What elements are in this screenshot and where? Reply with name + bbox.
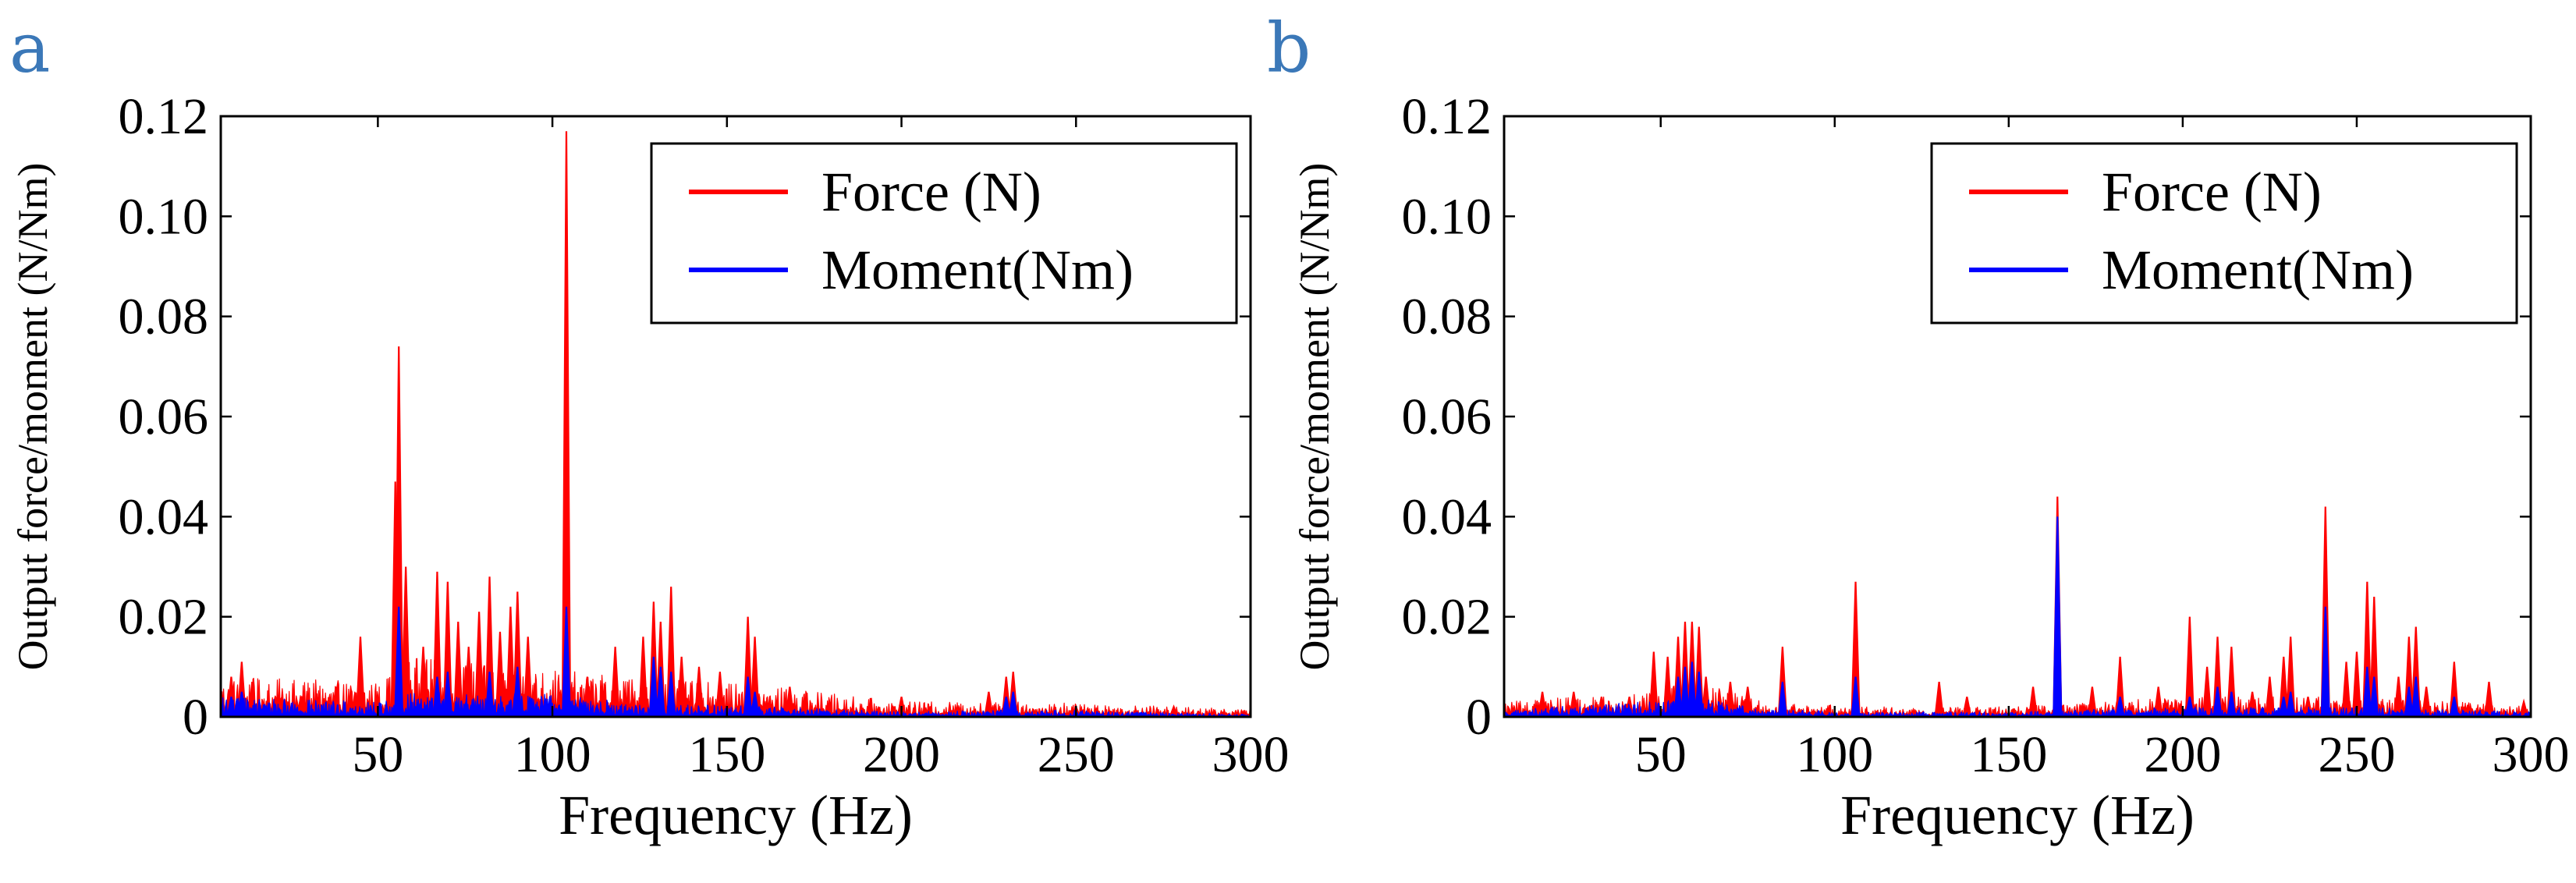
y-tick-label: 0.10 — [1402, 188, 1492, 245]
x-tick-label: 300 — [1212, 726, 1290, 783]
force-peak — [2202, 666, 2212, 718]
legend: Force (N) Moment(Nm) — [1930, 142, 2518, 324]
x-axis-title: Frequency (Hz) — [559, 784, 913, 846]
y-tick-label: 0.10 — [119, 188, 209, 245]
legend-box — [650, 142, 1238, 324]
y-tick-label: 0.04 — [1402, 488, 1492, 545]
y-tick-label: 0.06 — [119, 388, 209, 445]
force-peak — [355, 637, 366, 718]
x-tick-label: 150 — [688, 726, 765, 783]
force-peak — [1934, 681, 1944, 718]
legend-label-moment: Moment(Nm) — [821, 239, 1134, 301]
legend-label-moment: Moment(Nm) — [2102, 239, 2414, 301]
x-tick-label: 200 — [863, 726, 940, 783]
force-peak — [676, 656, 687, 718]
x-axis-title: Frequency (Hz) — [1840, 784, 2195, 846]
chart-panel-a: a 0 0.02 0.04 0.06 0.08 0.10 0.12 50 100 150 200 250… — [9, 8, 1290, 846]
x-tick-label: 50 — [1635, 726, 1687, 783]
force-peak — [610, 647, 620, 718]
panel-label: b — [1267, 8, 1311, 88]
series-moment-trace — [220, 692, 1251, 718]
x-tick-label: 100 — [514, 726, 591, 783]
force-peak — [474, 612, 484, 718]
y-axis-title: Output force/moment (N/Nm) — [1291, 163, 1338, 671]
y-tick-label: 0.08 — [1402, 289, 1492, 346]
legend: Force (N) Moment(Nm) — [650, 142, 1238, 324]
force-peak — [638, 637, 648, 718]
x-tick-label: 50 — [352, 726, 403, 783]
panel-label: a — [9, 8, 50, 88]
force-peak — [2484, 681, 2494, 718]
y-tick-label: 0.04 — [119, 488, 209, 545]
y-tick-label: 0 — [1466, 689, 1492, 746]
x-tick-label: 100 — [1796, 726, 1873, 783]
x-tick-label: 250 — [2318, 726, 2395, 783]
chart-panel-b: b 0 0.02 0.04 0.06 0.08 0.10 0.12 50 100 150 200 250… — [1267, 8, 2570, 846]
y-tick-label: 0.12 — [119, 88, 209, 145]
y-tick-label: 0 — [183, 689, 208, 746]
x-tick-label: 200 — [2144, 726, 2221, 783]
force-peak — [401, 566, 411, 718]
x-tick-label: 300 — [2493, 726, 2570, 783]
x-tick-label: 150 — [1970, 726, 2047, 783]
legend-box — [1930, 142, 2518, 324]
y-tick-label: 0.12 — [1402, 88, 1492, 145]
y-tick-label: 0.02 — [1402, 589, 1492, 646]
moment-peak — [2053, 516, 2063, 718]
y-tick-label: 0.02 — [119, 589, 209, 646]
y-tick-label: 0.08 — [119, 289, 209, 346]
y-tick-label: 0.06 — [1402, 388, 1492, 445]
x-tick-label: 250 — [1038, 726, 1115, 783]
legend-label-force: Force (N) — [2102, 161, 2322, 223]
legend-label-force: Force (N) — [821, 161, 1041, 223]
y-axis-title: Output force/moment (N/Nm) — [9, 163, 56, 671]
